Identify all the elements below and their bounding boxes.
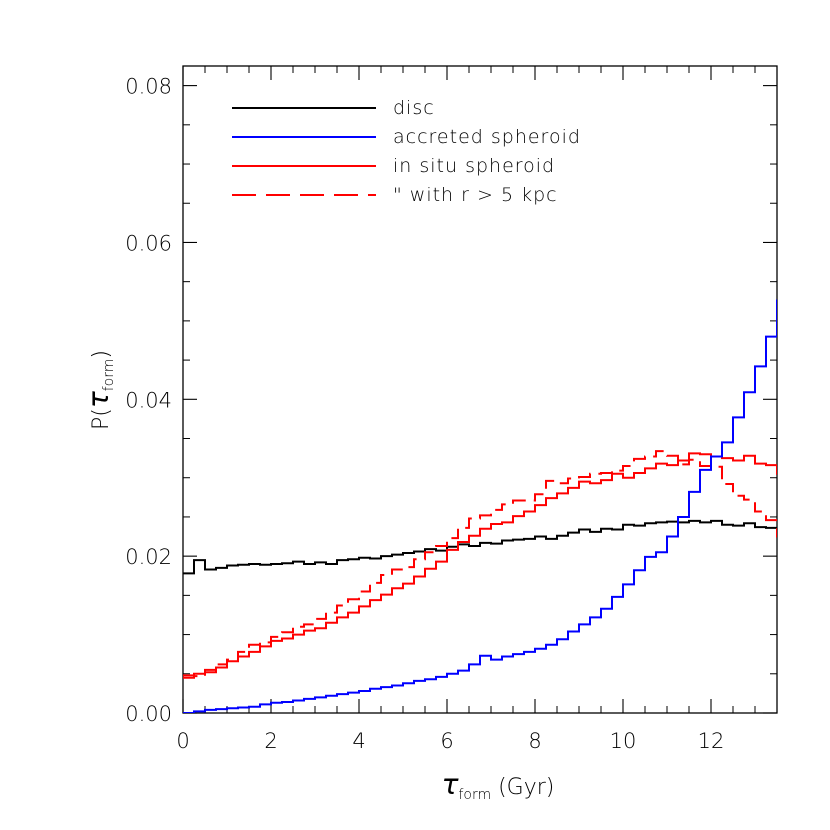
- series-layer: [183, 299, 777, 713]
- legend: disc accreted spheroid in situ spheroid " w…: [232, 97, 581, 206]
- y-axis-title-symbol: τ: [82, 391, 115, 408]
- x-tick-label: 0: [176, 729, 189, 753]
- series-line-0: [183, 519, 777, 575]
- x-tick-label: 2: [264, 729, 277, 753]
- y-axis-title: P(τform): [82, 350, 117, 430]
- axis-ticks: [182, 66, 777, 714]
- x-tick-label: 12: [698, 729, 725, 753]
- y-tick-label: 0.06: [125, 231, 172, 255]
- legend-label-0: disc: [393, 97, 435, 119]
- y-axis-title-subscript: form: [101, 359, 117, 392]
- plot-frame: [182, 65, 778, 714]
- x-tick-label: 4: [352, 729, 365, 753]
- series-line-1: [183, 299, 777, 713]
- x-axis-title-unit: (Gyr): [491, 775, 554, 800]
- legend-label-2: in situ spheroid: [393, 155, 555, 177]
- x-axis-title-subscript: form: [458, 787, 491, 803]
- y-tick-label: 0.02: [125, 545, 172, 569]
- x-tick-labels: 0 2 4 6 8 10 12: [176, 729, 724, 753]
- y-axis-title-prefix: P(: [89, 408, 114, 430]
- y-tick-label: 0.04: [125, 388, 172, 412]
- legend-label-3: " with r > 5 kpc: [393, 184, 558, 206]
- y-axis-title-suffix: ): [89, 350, 114, 359]
- y-tick-label: 0.08: [125, 75, 172, 99]
- x-axis-title-symbol: τ: [442, 768, 459, 801]
- x-tick-label: 8: [528, 729, 541, 753]
- y-tick-label: 0.00: [125, 702, 172, 726]
- x-axis-title: τform (Gyr): [442, 768, 555, 803]
- plot-border: [182, 65, 778, 714]
- x-tick-label: 10: [610, 729, 637, 753]
- series-line-3: [183, 450, 777, 679]
- y-tick-labels: 0.00 0.02 0.04 0.06 0.08: [125, 75, 172, 726]
- legend-label-1: accreted spheroid: [393, 126, 581, 148]
- x-tick-label: 6: [440, 729, 453, 753]
- series-line-2: [183, 452, 777, 677]
